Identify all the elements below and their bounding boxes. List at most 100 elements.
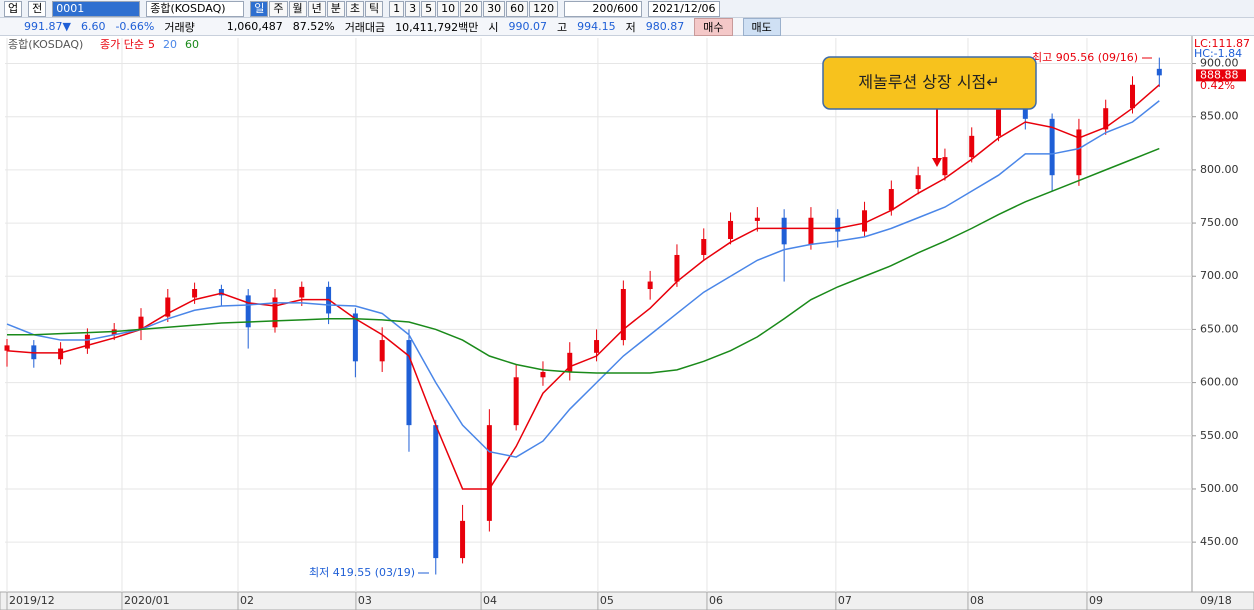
low-label: 저 [625, 20, 636, 34]
callout-arrowhead [932, 158, 942, 167]
interval-button[interactable]: 120 [529, 0, 559, 17]
plot [4, 57, 1162, 575]
period-button[interactable]: 주 [269, 0, 288, 17]
callout-box [822, 56, 1037, 110]
legend-entry: 5 [148, 38, 155, 51]
candle-body [272, 297, 278, 328]
period-button[interactable]: 초 [345, 0, 364, 17]
candle-body [915, 175, 921, 190]
price: 991.87▼ [24, 20, 71, 33]
candle-body [996, 108, 1002, 136]
interval-button[interactable]: 3 [405, 0, 421, 17]
low: 980.87 [645, 20, 685, 33]
legend-ma: 종가 단순 [100, 38, 144, 51]
interval-button[interactable]: 30 [483, 0, 506, 17]
candle-body [594, 340, 600, 353]
candle-body [728, 220, 734, 240]
interval-button[interactable]: 60 [506, 0, 529, 17]
callout-text: 제놀루션 상장 시점↵ [858, 73, 999, 92]
interval-button[interactable]: 5 [421, 0, 437, 17]
period-button[interactable]: 월 [288, 0, 307, 17]
x-tick-label: 06 [709, 594, 723, 607]
interval-button[interactable]: 20 [460, 0, 483, 17]
candle-body [808, 217, 814, 245]
period-button[interactable]: 틱 [365, 0, 384, 17]
candle-body [352, 313, 358, 362]
candle-body [540, 371, 546, 378]
y-tick-label: 800.00 [1200, 163, 1239, 176]
candle-body [299, 286, 305, 298]
candle-body [192, 289, 198, 298]
count[interactable]: 200/600 [564, 0, 643, 17]
high: 994.15 [577, 20, 616, 33]
y-tick-label: 750.00 [1200, 216, 1239, 229]
interval-button[interactable]: 10 [437, 0, 460, 17]
scope[interactable]: 전 [28, 0, 47, 17]
candle-body [1156, 68, 1162, 76]
lc-label: LC:111.87 [1194, 37, 1250, 50]
date[interactable]: 2021/12/06 [648, 0, 720, 17]
x-tick-label: 05 [600, 594, 614, 607]
candle-body [513, 377, 519, 426]
market[interactable]: 업 [4, 0, 23, 17]
volume-label: 거래량 [164, 20, 195, 34]
candle-body [701, 239, 707, 255]
open: 990.07 [508, 20, 548, 33]
period-button[interactable]: 일 [250, 0, 269, 17]
last-change: 0.42% [1200, 79, 1235, 92]
interval-button[interactable]: 1 [389, 0, 405, 17]
legend-entry: 60 [185, 38, 199, 51]
candle-body [1049, 118, 1055, 176]
chart: 450.00 500.00 550.00 600.00 650.00 700.00 750.… [0, 36, 1254, 610]
y-tick-label: 650.00 [1200, 322, 1239, 335]
buy-button[interactable]: 매수 [694, 17, 733, 36]
candle-body [1130, 84, 1136, 109]
period-button[interactable]: 년 [307, 0, 326, 17]
candle-body [754, 217, 760, 221]
candle-body [620, 289, 626, 341]
sell-button[interactable]: 매도 [742, 17, 781, 36]
intervals: 1 3 5 10 20 30 60 120 [389, 0, 559, 17]
volume-ratio: 87.52% [292, 20, 335, 33]
last-price-tag [1196, 69, 1246, 82]
candle-body [486, 425, 492, 521]
y-tick-label: 700.00 [1200, 269, 1239, 282]
y-tick-label: 500.00 [1200, 482, 1239, 495]
x-tick-label: 03 [358, 594, 372, 607]
code[interactable]: 0001 [52, 0, 141, 17]
candle-body [138, 316, 144, 330]
last-price: 888.88 [1200, 68, 1239, 81]
candle-body [567, 352, 573, 372]
candle-body [379, 340, 385, 362]
x-tick-label: 2019/12 [9, 594, 55, 607]
x-tick-label: 08 [970, 594, 984, 607]
candle-body [1076, 129, 1082, 176]
candle-body [218, 289, 224, 296]
y-tick-label: 850.00 [1200, 110, 1239, 123]
legend-index: 종합(KOSDAQ) [8, 38, 83, 51]
candle-body [245, 295, 251, 328]
volume: 1,060,487 [226, 20, 283, 33]
candle-body [1022, 108, 1028, 119]
high-label: 최고 905.56 (09/16) [1032, 51, 1138, 64]
high-label: 고 [557, 20, 568, 34]
candle-body [406, 340, 412, 426]
candle-body [781, 217, 787, 245]
ma-line [7, 147, 1160, 374]
candle-body [888, 189, 894, 211]
candle-body [647, 281, 653, 290]
candle-body [4, 345, 10, 351]
x-tick-label: 07 [838, 594, 852, 607]
period-button[interactable]: 분 [326, 0, 345, 17]
candle-body [165, 297, 171, 317]
candle-body [460, 520, 466, 559]
index-name[interactable]: 종합(KOSDAQ) [146, 0, 245, 17]
rate: -0.66% [115, 20, 155, 33]
chart-bg [0, 36, 1254, 610]
candle-body [58, 348, 64, 360]
candle-body [674, 254, 680, 282]
change: 6.60 [80, 20, 106, 33]
x-tick-label: 2020/01 [124, 594, 170, 607]
